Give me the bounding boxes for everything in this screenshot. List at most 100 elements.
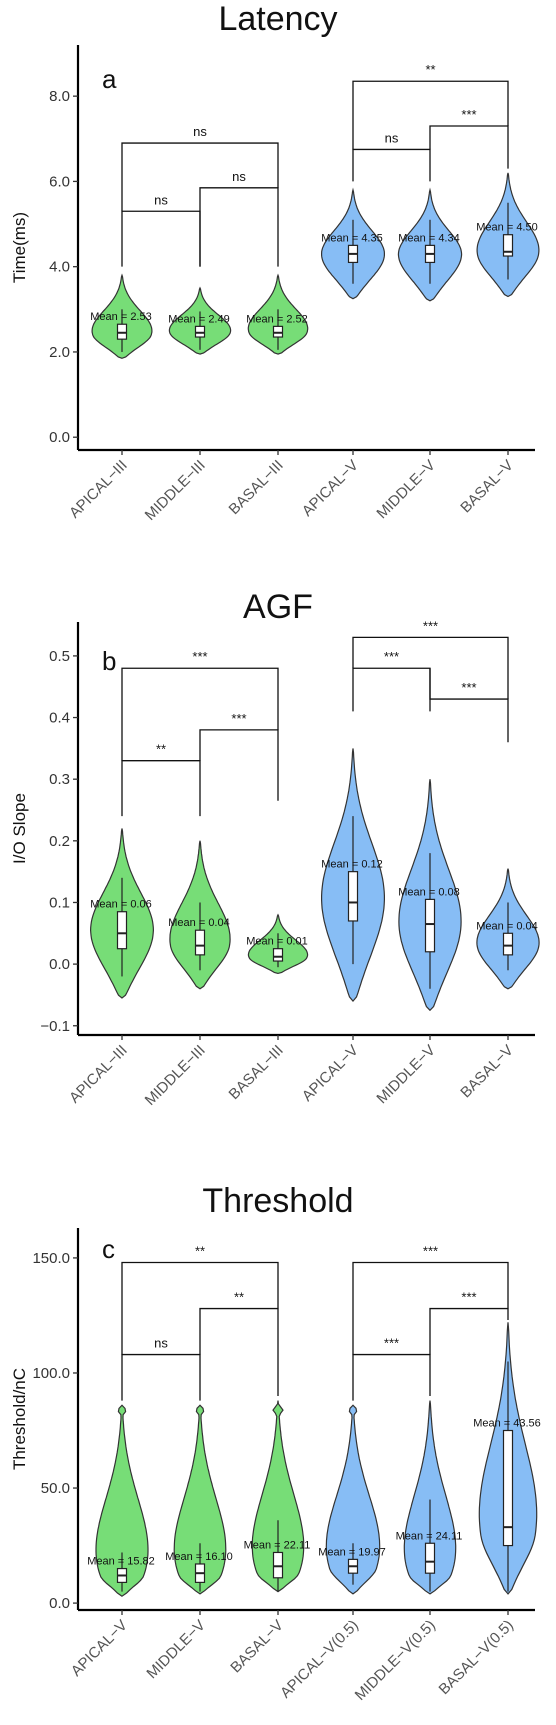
- mean-value: 2.53: [130, 311, 151, 323]
- x-tick-label: MIDDLE−III: [142, 1042, 209, 1109]
- panel-label: c: [102, 1234, 115, 1264]
- mean-label: Mean = 4.50: [476, 222, 537, 234]
- mean-value: 0.06: [130, 899, 151, 911]
- mean-value: 19.97: [358, 1546, 386, 1558]
- mean-value: 0.08: [438, 886, 459, 898]
- x-tick-label: APICAL−V: [68, 1617, 131, 1680]
- significance-label: ***: [192, 649, 207, 664]
- significance-bracket: [121, 210, 201, 267]
- box-iqr: [272, 325, 284, 338]
- x-tick-label: MIDDLE−V: [373, 457, 438, 522]
- y-tick-label: 0.4: [49, 710, 70, 727]
- significance-bracket: [429, 1307, 509, 1355]
- box-iqr: [424, 898, 436, 953]
- y-tick-label: 8.0: [49, 88, 70, 105]
- significance-bracket: [429, 668, 509, 743]
- y-axis-label: Threshold/nC: [10, 1368, 29, 1470]
- mean-value: 0.01: [286, 936, 307, 948]
- mean-label: Mean = 19.97: [318, 1546, 386, 1558]
- violin-shape: [251, 1400, 305, 1593]
- significance-label: ns: [193, 124, 207, 139]
- y-tick-label: 0.3: [49, 771, 70, 788]
- significance-label: ***: [461, 680, 476, 695]
- panel-label: a: [102, 64, 117, 94]
- y-tick-label: 0.0: [49, 956, 70, 973]
- violin-shape: [95, 1404, 149, 1597]
- significance-label: **: [425, 62, 435, 77]
- x-tick-label: MIDDLE−V: [373, 1042, 438, 1107]
- significance-bracket: [352, 148, 431, 182]
- significance-bracket: [352, 667, 431, 712]
- mean-value: 24.11: [436, 1530, 463, 1542]
- x-tick-label: APICAL−V: [299, 1042, 362, 1105]
- box-iqr: [116, 911, 128, 950]
- mean-label: Mean = 0.08: [398, 886, 459, 898]
- box-iqr: [502, 1429, 514, 1547]
- significance-bracket: [121, 1261, 279, 1355]
- box-iqr: [502, 234, 514, 257]
- significance-label: ***: [423, 1244, 438, 1259]
- y-tick-label: 100.0: [32, 1365, 70, 1382]
- panel-label: b: [102, 646, 116, 676]
- significance-label: **: [156, 742, 166, 757]
- mean-label: Mean = 43.56: [473, 1418, 541, 1430]
- chart-title: AGF: [243, 588, 313, 626]
- y-tick-label: −0.1: [40, 1018, 70, 1035]
- y-axis-label: Time(ms): [10, 212, 29, 283]
- x-tick-label: MIDDLE−V(0.5): [352, 1617, 439, 1704]
- y-tick-label: 0.2: [49, 833, 70, 850]
- box-iqr: [347, 871, 359, 922]
- mean-value: 4.35: [361, 232, 382, 244]
- significance-label: **: [234, 1290, 244, 1305]
- violin-shape: [325, 1404, 381, 1595]
- violin-shape: [403, 1400, 457, 1595]
- mean-value: 0.04: [208, 917, 229, 929]
- significance-label: ns: [232, 169, 246, 184]
- significance-label: **: [195, 1244, 205, 1259]
- significance-bracket: [121, 667, 279, 761]
- mean-label: Mean = 15.82: [87, 1556, 155, 1568]
- box-iqr: [502, 932, 514, 956]
- y-tick-label: 0.0: [49, 1595, 70, 1612]
- mean-label: Mean = 2.49: [168, 313, 229, 325]
- x-tick-label: BASAL−V: [457, 457, 516, 516]
- mean-value: 16.10: [205, 1551, 233, 1563]
- y-tick-label: 0.0: [49, 429, 70, 446]
- x-tick-label: BASAL−III: [226, 1042, 287, 1103]
- mean-label: Mean = 0.01: [246, 936, 307, 948]
- y-tick-label: 6.0: [49, 173, 70, 190]
- mean-value: 43.56: [513, 1418, 541, 1430]
- box-iqr: [194, 929, 206, 956]
- significance-label: ns: [154, 192, 168, 207]
- box-iqr: [194, 325, 206, 338]
- significance-label: ***: [423, 618, 438, 633]
- mean-label: Mean = 0.06: [90, 899, 151, 911]
- box-iqr: [116, 323, 128, 340]
- significance-bracket: [352, 1353, 431, 1401]
- y-tick-label: 50.0: [41, 1480, 70, 1497]
- significance-bracket: [352, 1261, 509, 1355]
- mean-label: Mean = 0.04: [168, 917, 229, 929]
- significance-label: ***: [461, 1290, 476, 1305]
- mean-label: Mean = 24.11: [396, 1530, 463, 1542]
- x-tick-label: APICAL−III: [66, 457, 131, 522]
- significance-bracket: [429, 125, 509, 169]
- mean-value: 22.11: [284, 1539, 311, 1551]
- significance-bracket: [199, 187, 279, 267]
- x-tick-label: MIDDLE−V: [143, 1617, 208, 1682]
- mean-value: 0.12: [361, 859, 382, 871]
- y-tick-label: 0.1: [49, 894, 70, 911]
- significance-label: ***: [461, 107, 476, 122]
- significance-bracket: [121, 760, 201, 817]
- significance-bracket: [121, 1353, 201, 1401]
- mean-label: Mean = 2.53: [90, 311, 151, 323]
- mean-label: Mean = 22.11: [244, 1539, 311, 1551]
- x-tick-label: APICAL−V: [299, 457, 362, 520]
- mean-value: 4.34: [438, 232, 459, 244]
- significance-bracket: [121, 142, 279, 212]
- mean-label: Mean = 0.04: [476, 920, 537, 932]
- significance-bracket: [352, 636, 509, 700]
- x-tick-label: APICAL−V(0.5): [277, 1617, 362, 1702]
- mean-label: Mean = 16.10: [165, 1551, 233, 1563]
